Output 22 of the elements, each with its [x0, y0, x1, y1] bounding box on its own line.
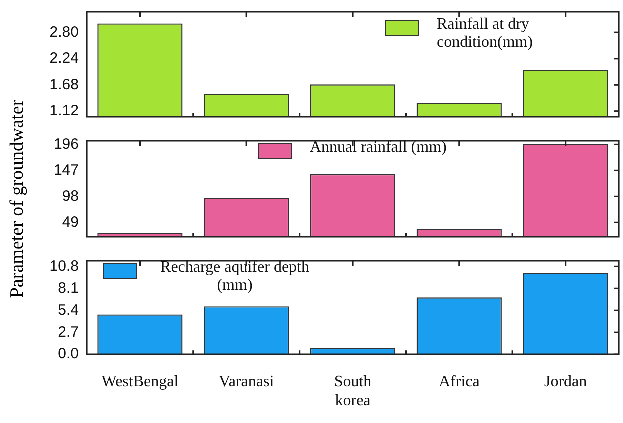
y-tick-label: 2.80 — [50, 24, 79, 41]
y-axis-title: Parameter of groundwater — [7, 100, 30, 298]
series-label: Recharge aquifer depth (mm) — [160, 259, 310, 295]
x-tick-label: Africa — [438, 373, 480, 390]
y-tick-label: 1.12 — [50, 102, 79, 120]
y-tick-label: 98 — [62, 188, 79, 205]
x-tick-label: Varanasi — [219, 373, 275, 390]
legend-label: Annual rainfall (mm) — [310, 139, 447, 157]
y-tick-label: 10.8 — [50, 258, 79, 275]
y-tick-label: 5.4 — [58, 302, 79, 319]
y-tick-label: 147 — [54, 162, 79, 179]
y-tick-label: 2.24 — [50, 50, 79, 68]
x-tick-label: WestBengal — [102, 373, 180, 390]
y-tick-label: 1.68 — [50, 76, 79, 94]
legend-label: Rainfall at dry condition(mm) — [437, 16, 534, 52]
y-tick-label: 8.1 — [58, 280, 79, 297]
y-tick-label: 49 — [62, 214, 79, 231]
y-tick-label: 196 — [54, 136, 79, 153]
x-tick-label: South korea — [334, 373, 372, 410]
y-tick-label: 0.0 — [58, 346, 79, 363]
y-tick-label: 2.7 — [58, 324, 79, 341]
x-tick-label: Jordan — [544, 373, 588, 390]
